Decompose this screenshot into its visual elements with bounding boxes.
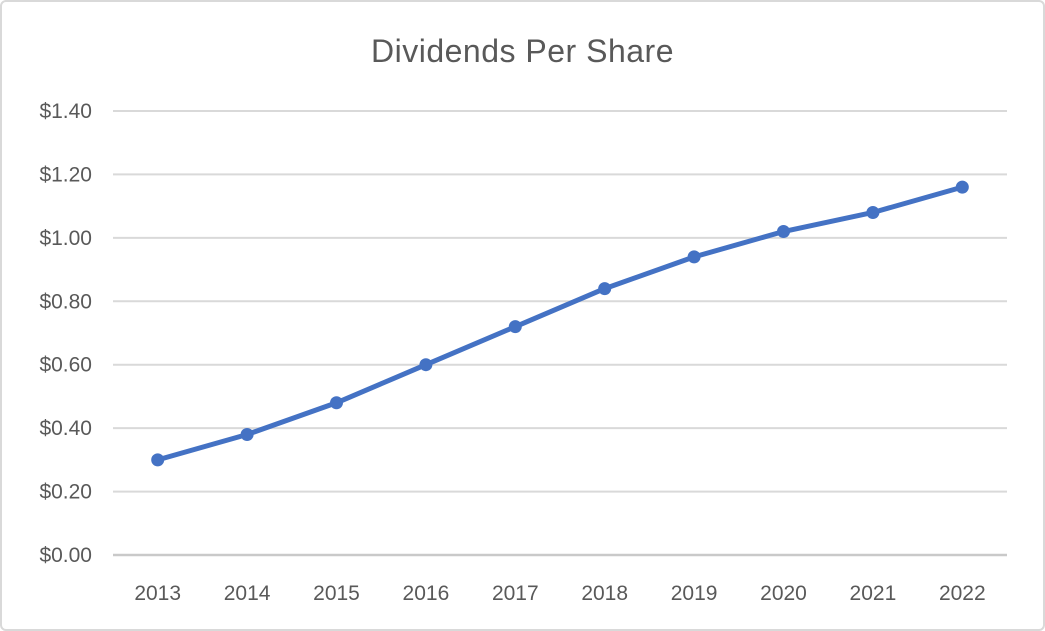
x-axis-tick-label: 2021 [850, 582, 897, 605]
x-axis-tick-label: 2014 [224, 582, 271, 605]
y-axis-tick-label: $0.00 [39, 544, 92, 567]
x-axis-tick-label: 2013 [134, 582, 181, 605]
data-point-marker-2020 [777, 225, 790, 239]
y-axis-tick-label: $0.80 [39, 290, 92, 313]
data-point-marker-2016 [419, 358, 433, 372]
y-axis-tick-label: $0.20 [39, 481, 92, 504]
x-axis-tick-label: 2018 [581, 582, 628, 605]
y-axis-tick-label: $1.40 [39, 100, 92, 123]
data-point-marker-2017 [508, 320, 522, 334]
data-point-marker-2022 [955, 180, 969, 194]
data-point-marker-2021 [866, 205, 880, 219]
y-axis-tick-label: $1.00 [39, 227, 92, 250]
x-axis-tick-label: 2022 [939, 582, 986, 605]
data-point-marker-2018 [598, 282, 612, 296]
x-axis-tick-label: 2016 [403, 582, 450, 605]
y-axis-tick-label: $1.20 [39, 163, 92, 186]
x-axis-tick-label: 2020 [760, 582, 807, 605]
x-axis-tick-label: 2015 [313, 582, 360, 605]
data-point-marker-2015 [330, 396, 343, 410]
y-axis-tick-label: $0.40 [39, 417, 92, 440]
chart-title: Dividends Per Share [371, 33, 674, 69]
data-point-marker-2019 [687, 250, 701, 264]
data-point-marker-2013 [151, 453, 165, 467]
dividends-line-series [155, 184, 965, 463]
y-axis-tick-label: $0.60 [39, 354, 92, 377]
x-axis-tick-label: 2017 [492, 582, 539, 605]
x-axis-tick-label: 2019 [671, 582, 718, 605]
data-point-marker-2014 [240, 427, 254, 441]
